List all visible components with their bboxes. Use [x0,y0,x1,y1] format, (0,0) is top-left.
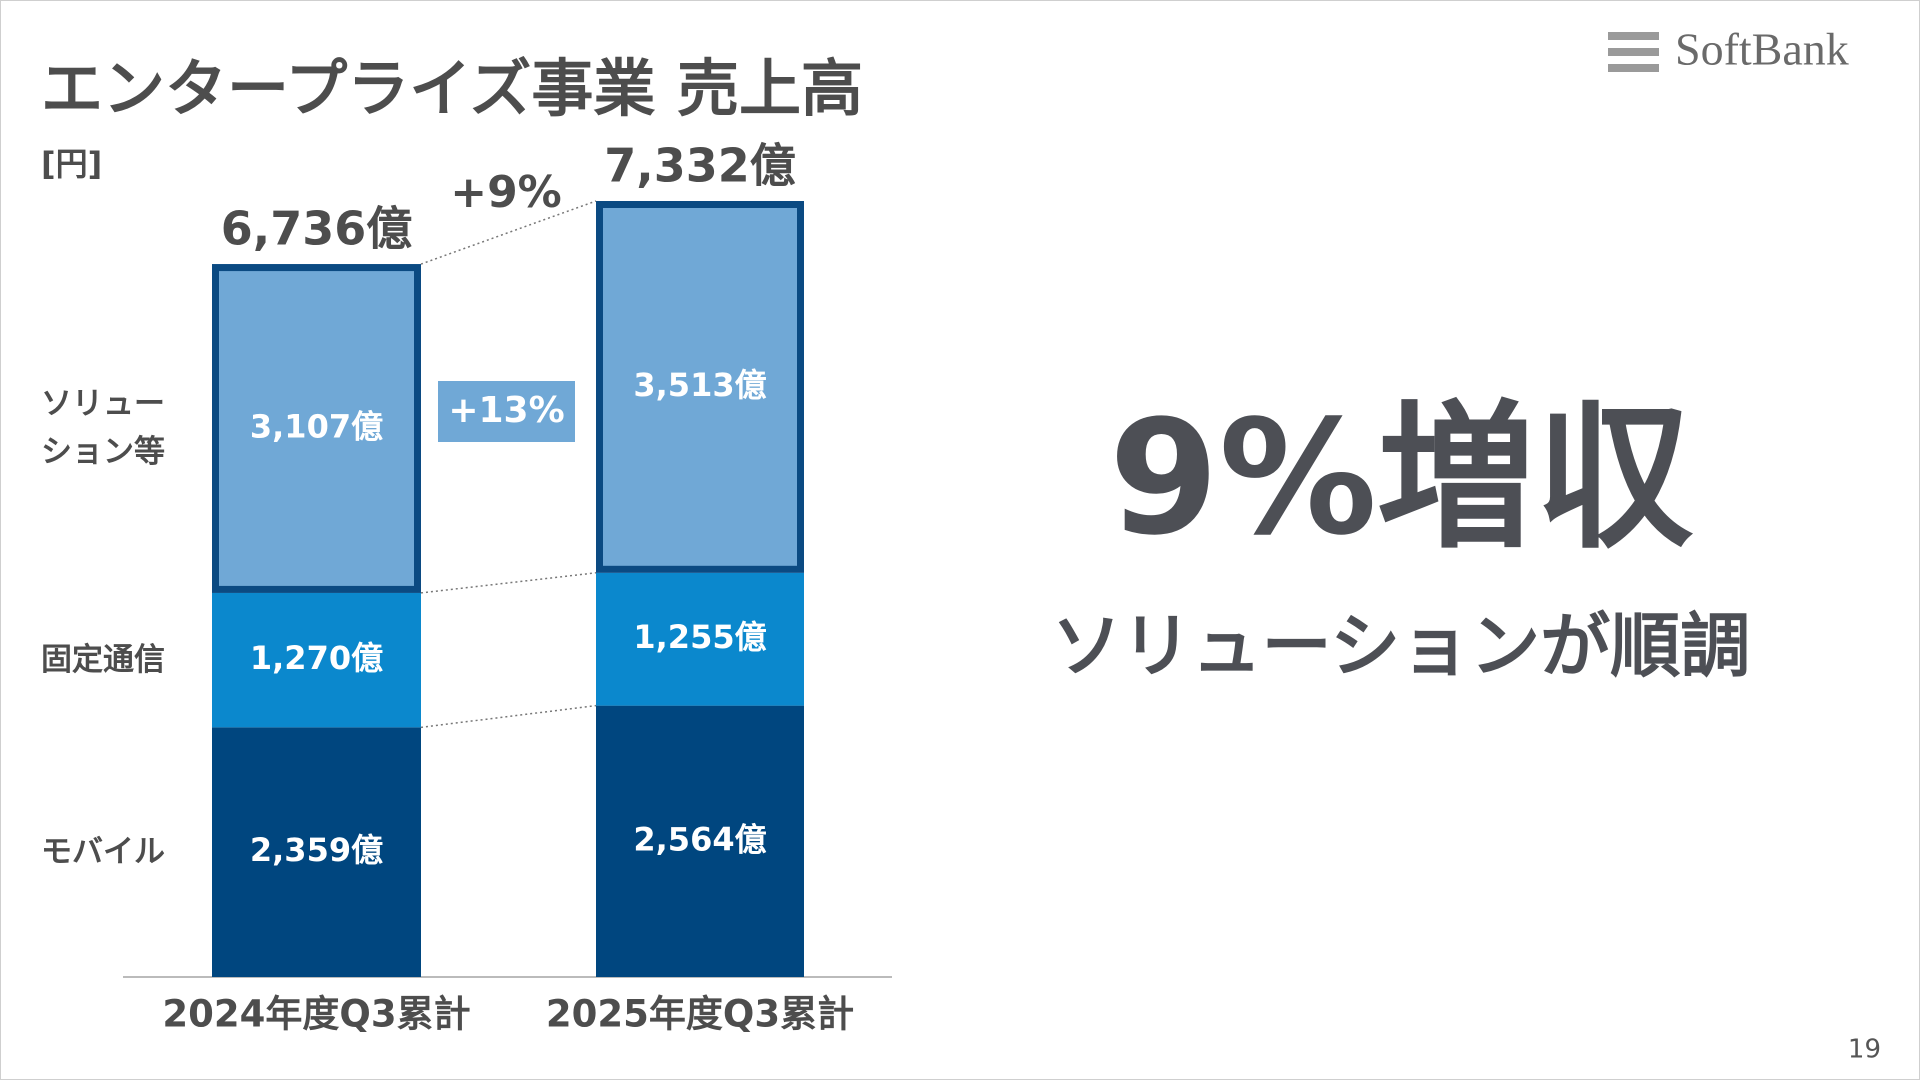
title: エンタープライズ事業 売上高 [41,52,863,125]
bar-segment [212,727,421,977]
logo: SoftBank [1675,24,1849,75]
connector [420,200,597,265]
legend-label: 固定通信 [41,642,165,679]
bar-segment [596,705,804,977]
logo-bar [1608,48,1659,56]
connector [420,704,597,729]
total-label: 6,736億 [221,202,413,256]
subheadline: ソリューションが順調 [1052,605,1751,687]
unit: [円] [41,145,102,183]
legend-label: モバイル [41,834,165,871]
logo-bar [1608,64,1659,72]
annotation-box [438,381,575,442]
connector [420,572,597,594]
bar-segment [596,201,804,573]
total-label: 7,332億 [604,139,796,193]
logo-bar [1608,32,1659,40]
bar-segment [212,264,421,593]
bar-segment [212,592,421,728]
value-label: 1,255億 [633,618,766,656]
annotation: +13% [448,390,564,431]
value-label: 3,513億 [633,366,766,404]
value-label: 3,107億 [250,407,383,445]
value-label: 2,564億 [633,820,766,858]
annotation: +9% [450,167,562,218]
legend-label: ソリューション等 [41,386,165,471]
value-label: 2,359億 [250,831,383,869]
x-tick-label: 2024年度Q3累計 [162,993,470,1036]
headline: 9%増収 [1109,386,1693,570]
x-tick-label: 2025年度Q3累計 [546,993,854,1036]
bar-segment [596,572,804,706]
page-number: 19 [1848,1035,1881,1065]
highlight-frame [212,264,421,593]
value-label: 1,270億 [250,639,383,677]
highlight-frame [596,201,804,573]
